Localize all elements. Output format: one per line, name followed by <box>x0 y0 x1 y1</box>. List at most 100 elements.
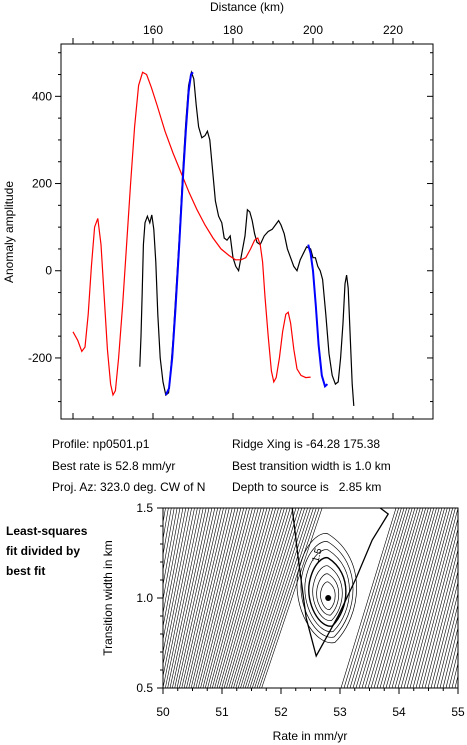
model-fit-line <box>164 71 194 396</box>
contour-line <box>169 508 210 688</box>
y-tick-label: 1.0 <box>136 591 153 605</box>
caption-line: best fit <box>6 564 46 578</box>
x-tick-label: 52 <box>274 705 288 719</box>
y-tick-label: -200 <box>28 351 52 365</box>
contour-line <box>261 508 323 688</box>
contour-line <box>442 626 458 688</box>
top-y-axis-label: Anomaly amplitude <box>2 181 16 283</box>
bottom-y-axis-label: Transition width in km <box>101 540 115 656</box>
contour-line <box>163 508 201 688</box>
contour-line <box>219 508 271 688</box>
contour-line <box>406 508 456 688</box>
contour-line <box>174 508 216 688</box>
contour-line <box>397 508 448 688</box>
contour-line <box>379 508 432 688</box>
contour-line <box>388 508 440 688</box>
contour-line <box>308 556 347 627</box>
contour-line <box>256 508 317 688</box>
best-width-label: Best transition width is 1.0 km <box>232 459 391 473</box>
contour-line <box>163 508 189 642</box>
contour-line <box>394 508 445 688</box>
contour-line <box>197 508 245 688</box>
x-tick-label: 180 <box>223 23 243 37</box>
contour-line <box>163 508 175 572</box>
y-tick-label: 0 <box>45 264 52 278</box>
contour-line <box>445 638 458 688</box>
contour-line-label: 1.5 <box>310 547 324 564</box>
y-tick-label: 400 <box>32 89 52 103</box>
x-tick-label: 51 <box>215 705 229 719</box>
contour-line <box>244 508 303 688</box>
contour-line <box>163 508 178 587</box>
contour-line <box>421 548 458 688</box>
contour-line <box>242 508 300 688</box>
contour-line <box>163 508 184 615</box>
contour-line <box>259 508 320 688</box>
contour-line <box>163 508 192 654</box>
contour-line <box>346 508 402 688</box>
best-fit-marker <box>325 595 332 601</box>
contour-line <box>202 508 250 688</box>
contour-line <box>216 508 268 688</box>
contour-line <box>195 508 242 688</box>
contour-line <box>181 508 224 688</box>
contour-line <box>412 517 458 688</box>
x-tick-label: 55 <box>451 705 465 719</box>
projection-azimuth-label: Proj. Az: 323.0 deg. CW of N <box>52 480 206 494</box>
contour-line <box>209 508 259 688</box>
contour-line <box>193 508 239 688</box>
contour-line <box>373 508 426 688</box>
contour-line <box>370 508 424 688</box>
contour-line <box>240 508 297 688</box>
contour-line <box>415 527 458 688</box>
anomaly-plot-frame <box>60 43 434 420</box>
contour-line <box>249 508 308 688</box>
contour-line <box>382 508 435 688</box>
contour-line <box>190 508 236 688</box>
contour-line <box>235 508 291 688</box>
contour-line <box>254 508 314 688</box>
y-tick-label: 0.5 <box>136 681 153 695</box>
best-rate-label: Best rate is 52.8 mm/yr <box>52 459 176 473</box>
x-tick-label: 54 <box>392 705 406 719</box>
contour-line <box>200 508 247 688</box>
contour-line <box>376 508 429 688</box>
contour-line <box>163 508 187 629</box>
contour-line <box>316 573 340 616</box>
contour-line <box>233 508 288 688</box>
contour-line <box>312 565 343 621</box>
contour-line <box>343 508 399 688</box>
contour-line <box>207 508 256 688</box>
contour-line <box>461 508 467 688</box>
contour-line <box>212 508 262 688</box>
contour-line <box>221 508 274 688</box>
contour-line <box>355 508 410 688</box>
contour-line <box>349 508 405 688</box>
caption-line: Least-squares <box>6 524 88 538</box>
contour-line <box>291 508 390 658</box>
contour-line <box>457 686 458 688</box>
contour-line <box>400 508 451 688</box>
contour-line <box>251 508 311 688</box>
contour-line <box>172 508 213 688</box>
contour-line <box>183 508 227 688</box>
contour-line <box>340 508 397 688</box>
contour-line <box>186 508 230 688</box>
ridge-crossing-label: Ridge Xing is -64.28 175.38 <box>232 437 381 451</box>
x-tick-label: 200 <box>303 23 323 37</box>
y-tick-label: 1.5 <box>136 501 153 515</box>
contour-line <box>214 508 265 688</box>
contour-line <box>427 570 458 688</box>
profile-label: Profile: np0501.p1 <box>52 437 150 451</box>
y-tick-label: 200 <box>32 177 52 191</box>
contour-line <box>361 508 416 688</box>
contour-line <box>300 541 354 638</box>
contour-line <box>226 508 279 688</box>
model-fit-line <box>307 244 329 389</box>
contour-line <box>358 508 413 688</box>
contour-caption: Least-squares fit divided by best fit <box>6 521 87 581</box>
contour-line <box>165 508 204 688</box>
x-tick-label: 50 <box>156 705 170 719</box>
bottom-x-axis-label: Rate in mm/yr <box>273 729 348 743</box>
